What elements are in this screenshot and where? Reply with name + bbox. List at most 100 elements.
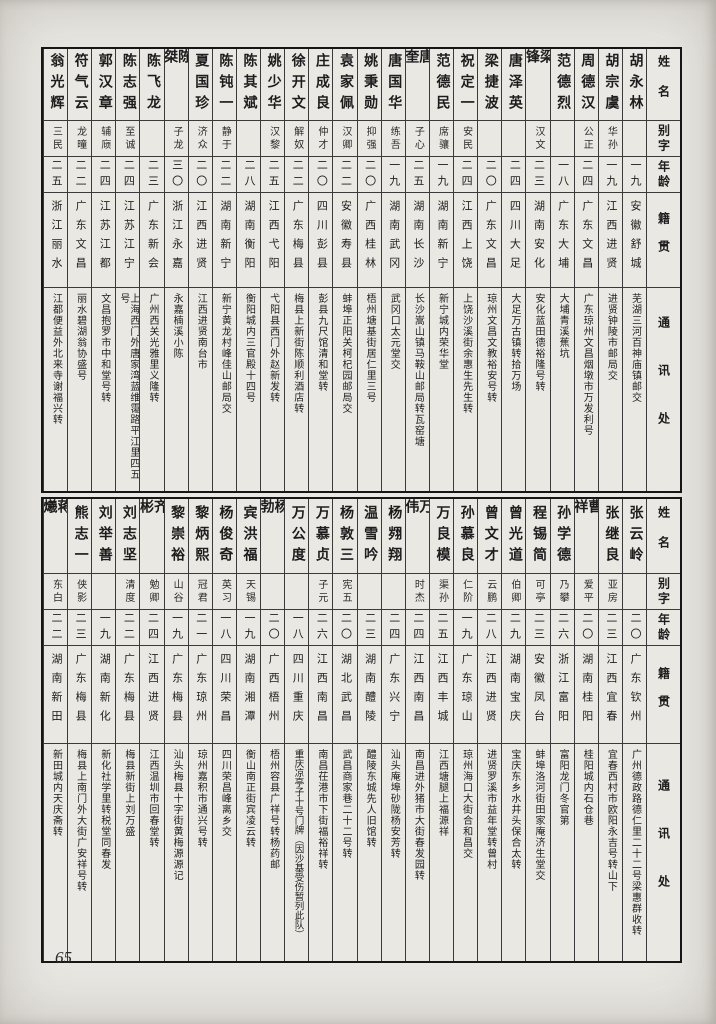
address: 上饶沙溪街余惠生先生转 <box>460 293 472 414</box>
age: 二五 <box>261 157 285 193</box>
person-column: 孙慕良 仁阶 一九 广东琼山 琼州海口大街合和昌交 <box>453 499 478 961</box>
native-place: 四川彭县 <box>309 193 333 288</box>
address: 大埔青溪蕉坑 <box>557 293 569 359</box>
age: 二三 <box>526 157 550 193</box>
person-column: 杨勃 二〇 广西梧州 梧州容县广祥号转杨药邮 <box>260 499 285 961</box>
courtesy-name: 子心 <box>405 121 429 157</box>
address: 进贤钟陵市邮局交 <box>605 293 617 381</box>
native-place: 广东梅县 <box>285 193 309 288</box>
native-place: 湖南醴陵 <box>357 646 381 744</box>
native-place: 四川重庆 <box>285 646 309 744</box>
courtesy-name: 东白 <box>43 574 67 610</box>
native-place: 浙江永嘉 <box>164 193 188 288</box>
courtesy-name: 济众 <box>188 121 212 157</box>
person-name: 曾文才 <box>478 499 502 574</box>
native-place: 广东梅县 <box>164 646 188 744</box>
native-place: 江西上饶 <box>454 193 478 288</box>
age: 二四 <box>140 610 164 646</box>
person-column: 唐泽英 二四 四川大足 大足万古镇转拾万场 <box>501 49 526 491</box>
address: 新宁黄龙村峰佳山邮局交 <box>219 293 231 414</box>
person-name: 黎崇裕 <box>164 499 188 574</box>
address: 四川荣昌峰离乡交 <box>219 749 231 837</box>
age: 二〇 <box>574 610 598 646</box>
address: 武昌商家巷二十二号转 <box>339 749 351 859</box>
native-place: 江西进贤 <box>140 646 164 744</box>
person-name: 郭汉章 <box>92 49 116 121</box>
person-column: 梁锋 汉文 二三 湖南安化 安化蓝田德裕隆号转 <box>525 49 550 491</box>
address: 蚌埠洛河街田家庵济生堂交 <box>532 749 544 881</box>
person-name: 姚少华 <box>261 49 285 121</box>
person-column: 黎炳熙 冠君 二一 广东琼州 琼州嘉积市通兴号转 <box>187 499 212 961</box>
person-column: 曾文才 云鹏 二八 江西进贤 进贤罗溪市益年堂转曾村 <box>477 499 502 961</box>
age: 二〇 <box>333 610 357 646</box>
header-name: 姓名 <box>647 49 680 121</box>
native-place: 广东新会 <box>140 193 164 288</box>
address: 广州西关光雅里义隆转 <box>146 293 158 403</box>
header-name: 姓名 <box>647 499 680 574</box>
native-place: 江西进贤 <box>478 646 502 744</box>
person-column: 陈飞龙 二三 广东新会 广州西关光雅里义隆转 <box>139 49 164 491</box>
person-column: 万良模 渠孙 二五 江西丰城 江西塘腿上福源祥 <box>428 499 453 961</box>
address: 武冈口太元堂交 <box>388 293 400 370</box>
person-column: 齐彬 勉卿 二四 江西进贤 江西温圳市回春堂转 <box>139 499 164 961</box>
address: 琼州文昌文教裕安号转 <box>484 293 496 403</box>
address: 芜湖三河百神庙镇邮交 <box>629 293 641 403</box>
person-column: 陈志强 至诚 二四 江苏江宁 上海西门外唐家湾蓝维霭路平江里四五号 <box>115 49 140 491</box>
person-name: 袁家佩 <box>333 49 357 121</box>
person-column: 姚少华 汉黎 二五 江西弋阳 弋阳县西门外赵新发转 <box>260 49 285 491</box>
age: 二二 <box>43 610 67 646</box>
person-column: 徐开文 解奴 二二 广东梅县 梅县上新街陈顺利酒店转 <box>284 49 309 491</box>
address: 梧州塘基街居仁里三号 <box>364 293 376 403</box>
person-column: 曾光道 伯卿 二九 湖南宝庆 宝庆东乡水井头保合太转 <box>501 499 526 961</box>
age: 二〇 <box>622 610 646 646</box>
native-place: 江西进贤 <box>598 193 622 288</box>
age: 一九 <box>92 610 116 646</box>
age: 二二 <box>285 157 309 193</box>
age: 二六 <box>550 610 574 646</box>
age: 二八 <box>478 610 502 646</box>
person-column: 符气云 龙曈 二二 广东文昌 丽水碧湖翁协盛号 <box>67 49 92 491</box>
person-name: 杨敦三 <box>333 499 357 574</box>
native-place: 湖南宝庆 <box>502 646 526 744</box>
age: 二四 <box>502 157 526 193</box>
courtesy-name: 龙曈 <box>68 121 92 157</box>
age: 二二 <box>116 610 140 646</box>
person-column: 周德汉 公正 二四 广东文昌 广东琼州文昌烟墩市万发利号 <box>573 49 598 491</box>
courtesy-name <box>285 574 309 610</box>
person-name: 杨俊奇 <box>212 499 236 574</box>
age: 一九 <box>622 157 646 193</box>
courtesy-name: 渠孙 <box>429 574 453 610</box>
courtesy-name: 亚房 <box>598 574 622 610</box>
person-name: 陈志强 <box>116 49 140 121</box>
person-column: 万公度 一八 四川重庆 重庆凉亭子十号门牌︵因沙基受伤暂列此队︶ <box>284 499 309 961</box>
age: 二三 <box>526 610 550 646</box>
courtesy-name: 侠影 <box>68 574 92 610</box>
native-place: 湖南衡阳 <box>236 193 260 288</box>
age: 一九 <box>381 157 405 193</box>
address: 上海西门外唐家湾蓝维霭路平江里四五号 <box>117 293 139 480</box>
person-name: 温雪吟 <box>357 499 381 574</box>
age: 一九 <box>429 157 453 193</box>
courtesy-name: 三民 <box>43 121 67 157</box>
person-column: 翁光辉 三民 二五 浙江丽水 江都便益外北来寺谢福兴转 <box>42 49 67 491</box>
courtesy-name: 汉文 <box>526 121 550 157</box>
native-place: 湖北武昌 <box>333 646 357 744</box>
person-column: 郭汉章 辅庼 二四 江苏江都 文昌抱罗市中和堂号转 <box>91 49 116 491</box>
address: 桂阳城内石仓巷 <box>581 749 593 826</box>
courtesy-name <box>357 574 381 610</box>
courtesy-name: 清度 <box>116 574 140 610</box>
native-place: 湖南武冈 <box>381 193 405 288</box>
native-place: 广西桂林 <box>357 193 381 288</box>
person-column: 唐奎 子心 二五 湖南长沙 长沙嵩山镇马鞍山邮局转瓦窑塘 <box>404 49 429 491</box>
header-age: 年龄 <box>647 157 680 193</box>
person-name: 梁捷波 <box>478 49 502 121</box>
person-column: 宾洪福 天锡 一九 湖南湘潭 衡山南正街宾凌云转 <box>235 499 260 961</box>
courtesy-name <box>550 121 574 157</box>
courtesy-name: 天锡 <box>236 574 260 610</box>
address: 新田城内天庆斋转 <box>50 749 62 837</box>
native-place: 广东文昌 <box>478 193 502 288</box>
native-place: 江西进贤 <box>188 193 212 288</box>
courtesy-name <box>261 574 285 610</box>
address: 衡阳城内三官殿十四号 <box>243 293 255 403</box>
address: 梅县上南门外大街广安祥号转 <box>74 749 86 892</box>
